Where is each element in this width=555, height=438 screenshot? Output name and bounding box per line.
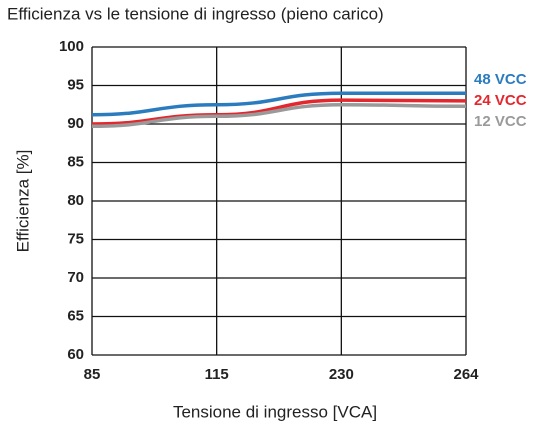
chart-title: Efficienza vs le tensione di ingresso (p…	[7, 4, 384, 23]
x-tick-label: 230	[329, 366, 354, 383]
y-tick-label: 90	[67, 115, 84, 132]
legend-label: 12 VCC	[474, 113, 527, 130]
y-axis-label: Efficienza [%]	[13, 150, 32, 253]
data-line	[91, 91, 466, 117]
y-tick-label: 100	[59, 38, 84, 55]
data-line	[91, 98, 467, 126]
legend-label: 48 VCC	[474, 71, 527, 88]
x-axis-label: Tensione di ingresso [VCA]	[173, 402, 377, 421]
x-tick-label: 85	[84, 366, 101, 383]
y-tick-label: 65	[67, 307, 84, 324]
y-tick-label: 60	[67, 346, 84, 363]
x-tick-label: 264	[453, 366, 479, 383]
y-tick-label: 70	[67, 269, 84, 286]
legend-label: 24 VCC	[474, 92, 527, 109]
y-tick-label: 75	[67, 230, 84, 247]
y-tick-label: 80	[67, 192, 84, 209]
y-tick-label: 85	[67, 153, 84, 170]
data-line	[91, 102, 467, 129]
x-tick-label: 115	[205, 366, 229, 383]
y-tick-label: 95	[67, 76, 84, 93]
